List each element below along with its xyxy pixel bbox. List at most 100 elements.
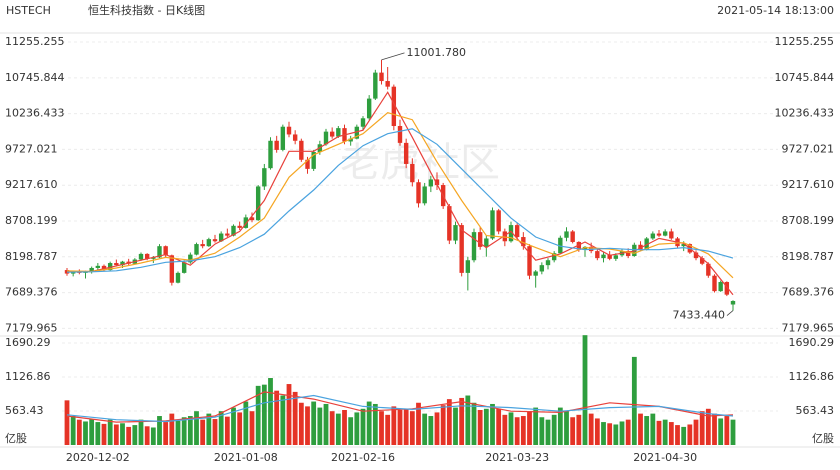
candle-body (570, 231, 575, 242)
volume-bar (397, 410, 403, 445)
candle-body (329, 131, 335, 137)
volume-bar (317, 407, 323, 445)
candle-body (305, 159, 310, 169)
candle-body (391, 86, 397, 127)
y-tick-label: 1690.29 (5, 336, 51, 349)
volume-bar (212, 419, 218, 445)
volume-bar (631, 356, 637, 445)
volume-bar (712, 413, 717, 445)
candle-body (662, 231, 668, 236)
y-tick-label: 10745.844 (775, 71, 835, 84)
candle-body (311, 152, 316, 169)
candle-body (416, 182, 421, 204)
volume-unit: 亿股 (812, 432, 834, 445)
candle-body (607, 254, 612, 259)
volume-bar (385, 414, 391, 445)
candle-body (138, 253, 144, 260)
volume-bar (520, 416, 526, 445)
volume-bar (483, 408, 489, 445)
volume-bar (527, 411, 532, 445)
candle-body (237, 225, 242, 228)
annotation: 7433.440 (673, 309, 726, 322)
volume-bar (459, 397, 465, 445)
volume-bar (280, 395, 286, 445)
candle-body (206, 239, 212, 247)
volume-bar (471, 402, 477, 445)
y-tick-label: 7689.376 (782, 286, 835, 299)
volume-bar (335, 413, 341, 445)
volume-bar (348, 417, 354, 445)
y-tick-label: 8198.787 (5, 250, 58, 263)
candle-body (354, 126, 360, 139)
volume-bar (496, 408, 502, 445)
volume-bar (120, 423, 125, 445)
volume-bar (576, 414, 582, 445)
candle-body (410, 163, 415, 183)
candle-body (625, 251, 631, 257)
candle-body (471, 232, 477, 261)
candle-body (502, 231, 508, 242)
volume-bar (181, 417, 187, 445)
volume-bar (218, 411, 224, 445)
candle-body (712, 275, 717, 292)
candle-body (397, 126, 403, 143)
volume-bar (582, 335, 588, 445)
volume-bar (175, 420, 181, 445)
candle-body (693, 252, 699, 259)
annotation-leader (381, 52, 405, 61)
volume-bar (693, 419, 699, 445)
volume-bar (656, 420, 662, 445)
volume-bar (508, 412, 514, 445)
volume-bar (434, 412, 440, 445)
y-tick-label: 9217.610 (782, 178, 835, 191)
y-tick-label: 9727.021 (782, 142, 835, 155)
candle-body (551, 253, 557, 261)
candle-body (453, 225, 458, 241)
candle-body (613, 255, 619, 259)
candle-body (144, 253, 150, 259)
volume-bar (187, 416, 193, 445)
volume-bar (342, 410, 347, 445)
volume-bar (89, 419, 95, 445)
candle-body (323, 131, 329, 145)
volume-bar (144, 426, 150, 445)
candle-body (274, 140, 279, 150)
volume-bar (261, 384, 267, 445)
candle-body (459, 225, 464, 273)
volume-bar (594, 418, 600, 445)
candle-body (699, 258, 705, 264)
volume-bar (126, 426, 132, 445)
y-tick-label: 1126.86 (5, 370, 51, 383)
y-tick-label: 10236.433 (5, 107, 65, 120)
volume-bar (705, 408, 711, 445)
candle-body (218, 233, 224, 242)
volume-bar (477, 410, 483, 445)
volume-bar (311, 401, 317, 445)
y-tick-label: 11255.255 (5, 35, 65, 48)
volume-bar (718, 418, 724, 445)
volume-bar (570, 417, 576, 445)
candle-body (434, 179, 440, 186)
candle-body (163, 246, 168, 256)
y-tick-label: 11255.255 (775, 35, 835, 48)
candle-body (447, 206, 452, 241)
volume-bar (107, 419, 113, 445)
candle-body (496, 210, 501, 232)
candle-body (730, 300, 736, 305)
candle-body (521, 237, 526, 247)
timestamp: 2021-05-14 18:13:00 (717, 4, 834, 17)
candle-body (212, 239, 218, 242)
candle-body (650, 233, 656, 239)
volume-bar (64, 400, 70, 445)
y-tick-label: 8708.199 (5, 214, 58, 227)
volume-bar (644, 416, 650, 445)
candle-body (564, 231, 569, 238)
volume-bar (557, 407, 563, 445)
candle-body (385, 81, 390, 87)
y-tick-label: 563.43 (5, 404, 44, 417)
volume-bar (564, 411, 569, 445)
volume-bar (132, 425, 138, 445)
candle-body (539, 265, 545, 272)
candle-body (157, 246, 162, 258)
volume-bar (588, 413, 594, 445)
